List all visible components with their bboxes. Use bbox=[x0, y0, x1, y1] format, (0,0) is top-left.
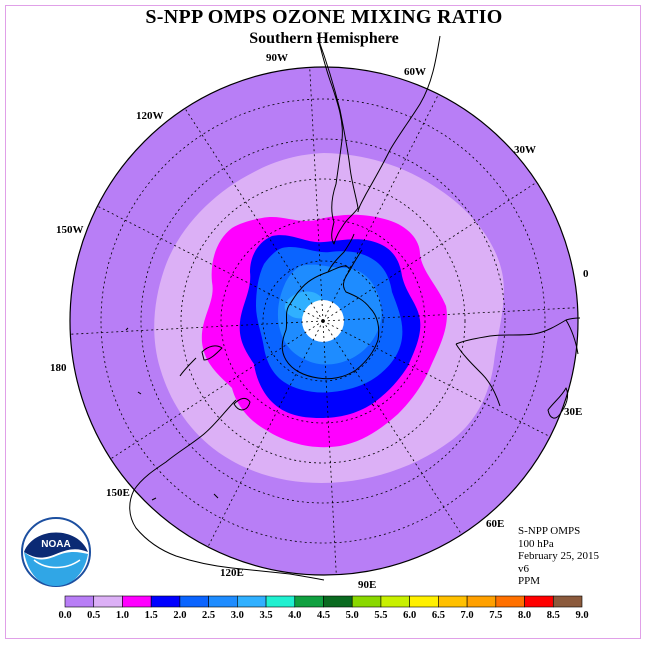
coastline-east-africa bbox=[565, 319, 579, 355]
page-frame bbox=[5, 5, 641, 639]
coastline-new-zealand bbox=[179, 345, 223, 377]
meridian-line bbox=[322, 320, 337, 575]
info-units: PPM bbox=[518, 575, 541, 587]
lon-label-90e: 90E bbox=[358, 579, 377, 591]
info-date: February 25, 2015 bbox=[518, 550, 599, 562]
map-subtitle: Southern Hemisphere bbox=[249, 30, 399, 47]
colorbar-swatch bbox=[93, 595, 123, 608]
meridian-lines bbox=[69, 67, 577, 575]
colorbar-swatch bbox=[122, 595, 152, 608]
coastline-africa bbox=[455, 317, 581, 407]
lon-label-30w: 30W bbox=[514, 144, 536, 156]
colorbar-tick-label: 4.5 bbox=[316, 610, 331, 621]
colorbar-tick-label: 6.5 bbox=[431, 610, 445, 621]
meridian-line bbox=[184, 107, 324, 322]
colorbar-swatch bbox=[466, 595, 497, 608]
colorbar-tick-label: 2.0 bbox=[173, 610, 187, 621]
lon-label-150w: 150W bbox=[56, 224, 84, 236]
colorbar-swatch bbox=[64, 595, 95, 608]
meridian-line bbox=[96, 205, 324, 322]
colorbar-tick-label: 4.0 bbox=[288, 610, 302, 621]
lon-label-60w: 60W bbox=[404, 66, 426, 78]
colorbar bbox=[64, 595, 583, 608]
coastline-south-america bbox=[317, 37, 359, 245]
noaa-logo-text: NOAA bbox=[41, 539, 70, 550]
lon-label-150e: 150E bbox=[106, 487, 130, 499]
colorbar-swatch bbox=[294, 595, 324, 608]
colorbar-tick-label: 1.0 bbox=[115, 610, 129, 621]
meridian-line bbox=[322, 94, 439, 322]
colorbar-tick-label: 1.5 bbox=[144, 610, 158, 621]
coastline-australia bbox=[129, 399, 325, 581]
colorbar-tick-label: 8.5 bbox=[546, 610, 560, 621]
coastline-south-america-east bbox=[357, 35, 441, 213]
colorbar-swatch bbox=[524, 595, 554, 608]
colorbar-swatch bbox=[380, 595, 410, 608]
coastlines bbox=[125, 35, 581, 581]
colorbar-swatch bbox=[552, 595, 583, 608]
colorbar-tick-label: 0.0 bbox=[58, 610, 72, 621]
info-block: S-NPP OMPS 100 hPa February 25, 2015 v6 … bbox=[518, 525, 599, 588]
coastline-antarctica bbox=[281, 265, 380, 380]
colorbar-tick-label: 3.0 bbox=[230, 610, 244, 621]
coastline-antarctic-peninsula bbox=[327, 233, 363, 273]
meridian-line bbox=[309, 67, 324, 322]
meridian-line bbox=[322, 182, 537, 322]
colorbar-tick-label: 6.0 bbox=[403, 610, 417, 621]
colorbar-swatch bbox=[323, 595, 353, 608]
colorbar-swatch bbox=[237, 595, 267, 608]
meridian-line bbox=[109, 320, 324, 460]
colorbar-swatch bbox=[351, 595, 382, 608]
lon-label-90w: 90W bbox=[266, 52, 288, 64]
lon-label-120e: 120E bbox=[220, 567, 244, 579]
map-title: S-NPP OMPS OZONE MIXING RATIO bbox=[145, 6, 503, 28]
coastline-madagascar bbox=[547, 387, 569, 419]
colorbar-swatch bbox=[208, 595, 238, 608]
colorbar-swatch bbox=[438, 595, 468, 608]
colorbar-swatch bbox=[150, 595, 181, 608]
colorbar-tick-label: 5.0 bbox=[345, 610, 359, 621]
map-boundary bbox=[69, 66, 579, 576]
coastline-islands bbox=[125, 327, 375, 501]
lon-label-120w: 120W bbox=[136, 110, 164, 122]
noaa-logo: NOAA bbox=[21, 517, 91, 587]
colorbar-tick-label: 2.5 bbox=[202, 610, 216, 621]
meridian-line bbox=[207, 320, 324, 548]
meridian-line bbox=[322, 307, 577, 322]
info-level: 100 hPa bbox=[518, 537, 554, 550]
colorbar-tick-label: 9.0 bbox=[575, 610, 589, 621]
colorbar-swatch bbox=[265, 595, 296, 608]
meridian-line bbox=[322, 320, 462, 535]
meridian-line bbox=[69, 320, 324, 335]
info-version: v6 bbox=[518, 562, 529, 575]
lon-label-30e: 30E bbox=[564, 406, 583, 418]
info-instrument: S-NPP OMPS bbox=[518, 525, 581, 537]
colorbar-swatch bbox=[495, 595, 525, 608]
colorbar-swatch bbox=[409, 595, 439, 608]
colorbar-tick-label: 5.5 bbox=[374, 610, 388, 621]
colorbar-tick-label: 0.5 bbox=[87, 610, 101, 621]
ozone-field bbox=[70, 67, 578, 575]
colorbar-tick-label: 8.0 bbox=[517, 610, 532, 621]
colorbar-tick-label: 7.0 bbox=[460, 610, 474, 621]
lon-label-60e: 60E bbox=[486, 518, 505, 530]
lon-label-180: 180 bbox=[50, 362, 67, 374]
meridian-line bbox=[322, 320, 550, 437]
colorbar-tick-label: 7.5 bbox=[489, 610, 503, 621]
lon-label-0: 0 bbox=[583, 268, 589, 280]
colorbar-swatch bbox=[179, 595, 209, 608]
colorbar-tick-label: 3.5 bbox=[259, 610, 273, 621]
coastline-tasmania bbox=[233, 397, 251, 411]
graticule bbox=[100, 98, 546, 544]
